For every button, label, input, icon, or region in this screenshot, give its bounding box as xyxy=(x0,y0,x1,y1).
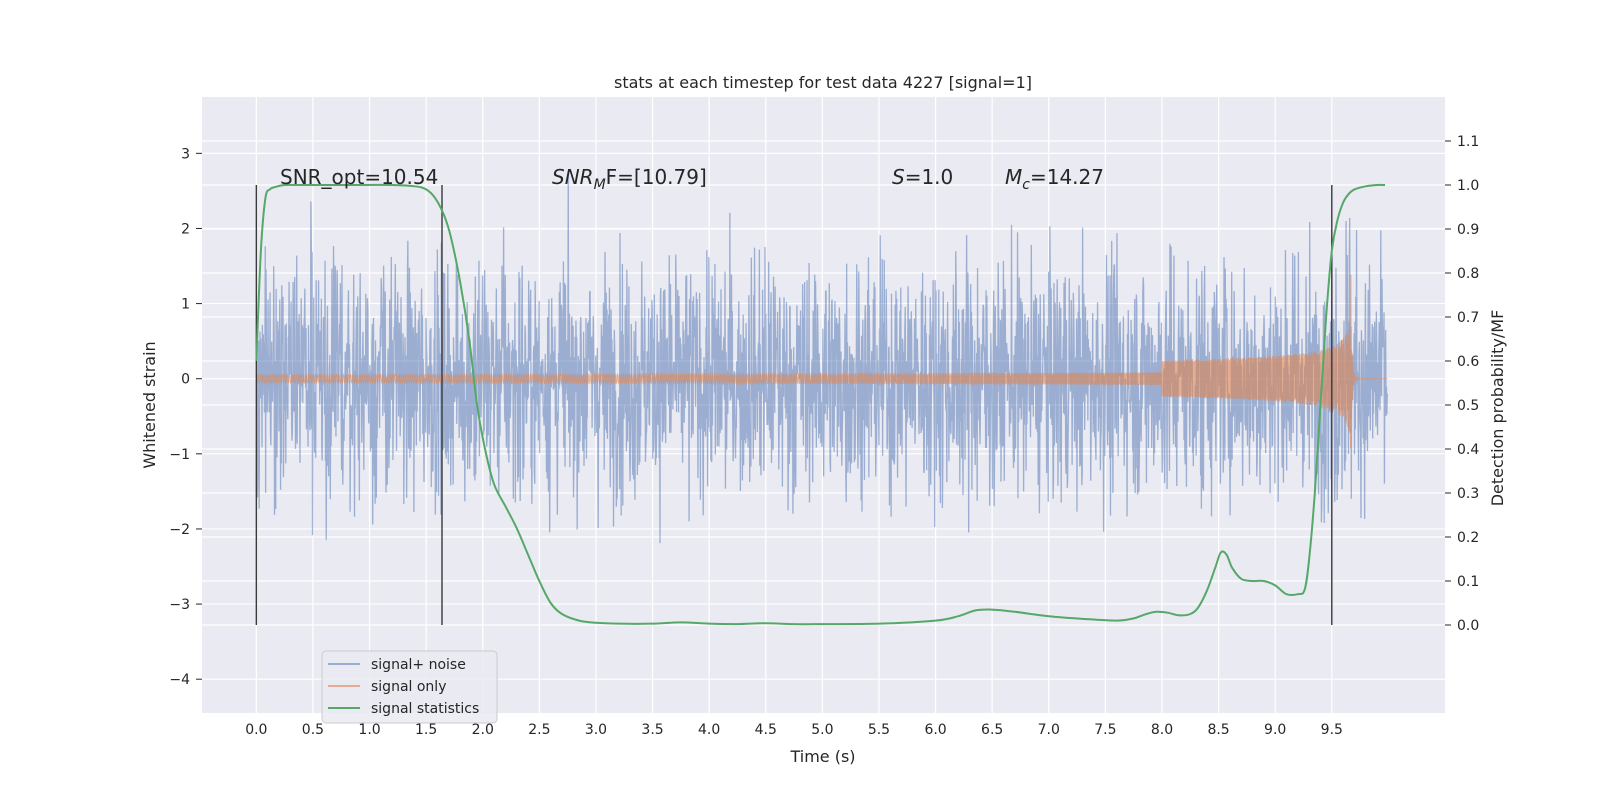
annotations: SNR_opt=10.54 SNRMF=[10.79] S=1.0 Mc=14.… xyxy=(280,165,1104,193)
y2-tick-label: 0.9 xyxy=(1457,222,1479,238)
x-tick-label: 7.5 xyxy=(1094,722,1116,738)
legend: signal+ noise signal only signal statist… xyxy=(321,650,498,724)
y2-tick-label: 1.1 xyxy=(1457,134,1479,150)
y-tick-label: 3 xyxy=(181,146,190,162)
x-tick-label: 4.0 xyxy=(698,722,720,738)
y2-axis-title: Detection probability/MF xyxy=(1488,310,1507,507)
x-tick-label: 6.0 xyxy=(924,722,946,738)
y2-tick-label: 0.3 xyxy=(1457,486,1479,502)
x-tick-label: 1.5 xyxy=(415,722,437,738)
x-tick-label: 2.0 xyxy=(472,722,494,738)
x-tick-label: 7.0 xyxy=(1038,722,1060,738)
x-axis-title: Time (s) xyxy=(789,747,855,766)
legend-label-stats: signal statistics xyxy=(371,701,479,717)
signal-statistics-line xyxy=(255,183,1386,626)
y-tick-label: −2 xyxy=(169,522,190,538)
signal-only-line xyxy=(255,274,1388,449)
x-tick-label: 5.0 xyxy=(811,722,833,738)
x-tick-label: 0.5 xyxy=(302,722,324,738)
x-tick-label: 9.5 xyxy=(1321,722,1343,738)
y-tick-label: −4 xyxy=(169,672,190,688)
x-tick-label: 8.5 xyxy=(1207,722,1229,738)
signal-statistics-series xyxy=(255,183,1386,626)
y2-tick-label: 0.4 xyxy=(1457,442,1479,458)
y2-tick-label: 0.5 xyxy=(1457,398,1479,414)
y2-tick-label: 0.8 xyxy=(1457,266,1479,282)
y-tick-label: 0 xyxy=(181,372,190,388)
x-tick-label: 3.0 xyxy=(585,722,607,738)
x-tick-label: 3.5 xyxy=(641,722,663,738)
y-tick-label: 2 xyxy=(181,221,190,237)
y2-axis-ticks: 1.1 1.0 0.9 0.8 0.7 0.6 0.5 0.4 0.3 0.2 0.1 0.0 xyxy=(1445,134,1479,634)
chart-title: stats at each timestep for test data 422… xyxy=(614,73,1032,92)
x-axis-ticks: 0.0 0.5 1.0 1.5 2.0 2.5 3.0 3.5 4.0 4.5 5.0 5.5 6.0 6… xyxy=(245,722,1343,738)
x-tick-label: 0.0 xyxy=(245,722,267,738)
y2-tick-label: 0.2 xyxy=(1457,530,1479,546)
x-tick-label: 8.0 xyxy=(1151,722,1173,738)
signal-plus-noise-series xyxy=(255,174,1388,544)
y2-tick-label: 0.7 xyxy=(1457,310,1479,326)
y2-tick-label: 0.6 xyxy=(1457,354,1479,370)
y2-tick-label: 0.0 xyxy=(1457,618,1479,634)
annotation-snr-mf: SNRMF=[10.79] xyxy=(552,165,707,193)
annotation-snr-opt: SNR_opt=10.54 xyxy=(280,165,438,189)
legend-box xyxy=(321,650,498,724)
y-tick-label: −1 xyxy=(169,447,190,463)
signal-plus-noise-line xyxy=(255,174,1388,544)
annotation-s: S=1.0 xyxy=(892,165,953,189)
x-tick-label: 5.5 xyxy=(868,722,890,738)
annotation-mc: Mc=14.27 xyxy=(1005,165,1104,193)
y-axis-ticks: 3 2 1 0 −1 −2 −3 −4 xyxy=(169,146,202,688)
signal-only-series xyxy=(255,274,1388,449)
y2-tick-label: 0.1 xyxy=(1457,574,1479,590)
x-tick-label: 4.5 xyxy=(755,722,777,738)
y-tick-label: −3 xyxy=(169,597,190,613)
x-tick-label: 9.0 xyxy=(1264,722,1286,738)
y-tick-label: 1 xyxy=(181,297,190,313)
y-axis-title: Whitened strain xyxy=(140,341,159,468)
x-tick-label: 6.5 xyxy=(981,722,1003,738)
x-tick-label: 1.0 xyxy=(358,722,380,738)
x-tick-label: 2.5 xyxy=(528,722,550,738)
legend-label-signal: signal only xyxy=(371,679,446,695)
y2-tick-label: 1.0 xyxy=(1457,178,1479,194)
legend-label-noise: signal+ noise xyxy=(371,657,466,673)
